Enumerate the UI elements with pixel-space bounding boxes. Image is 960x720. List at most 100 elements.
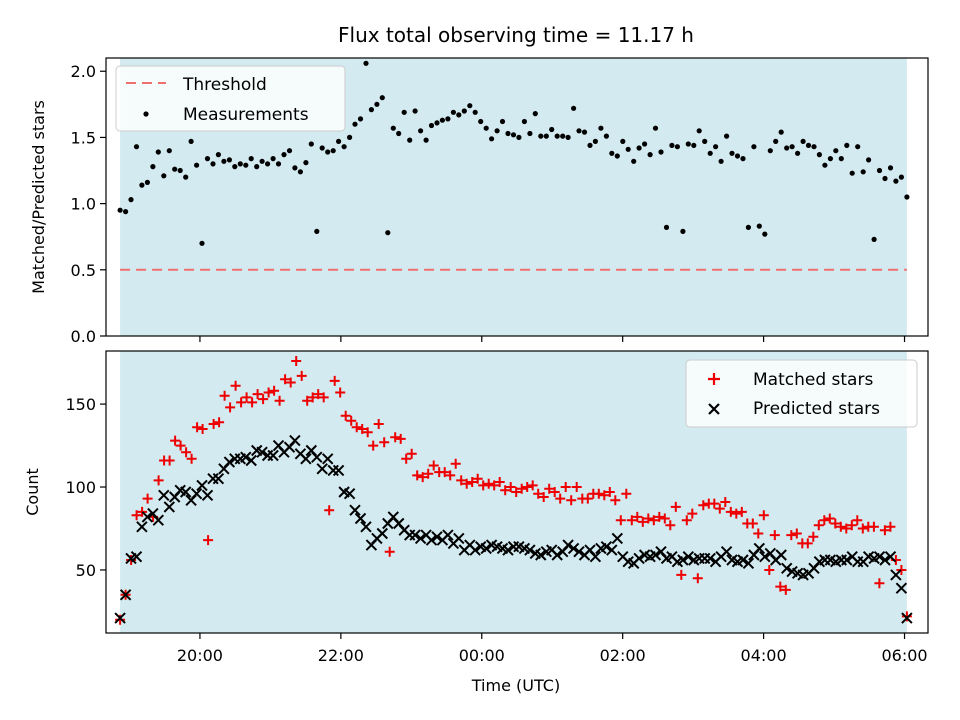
measurement-point — [139, 182, 145, 188]
predicted-star-point — [376, 527, 389, 540]
measurement-point — [784, 145, 790, 151]
matched-star-point — [582, 493, 593, 504]
matched-star-point — [170, 435, 181, 446]
measurement-point — [713, 144, 719, 150]
measurement-point — [827, 156, 834, 162]
measurement-point — [357, 116, 364, 122]
measurement-point — [571, 105, 577, 111]
matched-star-point — [736, 506, 747, 517]
measurement-point — [308, 141, 314, 147]
measurement-point — [882, 175, 888, 182]
matched-star-point — [874, 578, 885, 589]
measurement-point — [199, 240, 205, 246]
measurement-point — [816, 152, 823, 158]
measurement-point — [795, 150, 801, 156]
matched-star-point — [604, 487, 615, 497]
measurement-point — [275, 161, 282, 167]
matched-star-point — [868, 521, 879, 532]
matched-star-point — [313, 389, 324, 400]
matched-star-point — [384, 546, 395, 557]
matched-star-point — [819, 515, 830, 526]
matched-star-point — [494, 477, 505, 487]
bottom-y-ticks: 50 100 150 — [65, 395, 106, 580]
measurement-point — [603, 133, 610, 139]
measurement-point — [718, 158, 724, 164]
predicted-star-point — [502, 544, 514, 556]
measurement-point — [461, 108, 467, 114]
measurement-point — [663, 224, 670, 230]
measurement-point — [390, 125, 396, 131]
measurement-point — [751, 144, 757, 150]
matched-star-point — [445, 470, 456, 481]
matched-star-point — [274, 395, 285, 406]
measurement-point — [396, 130, 402, 137]
measurement-point — [412, 108, 418, 114]
measurement-point — [822, 162, 828, 168]
matched-star-point — [296, 370, 307, 381]
predicted-star-point — [873, 550, 886, 563]
measurement-point — [363, 60, 369, 66]
predicted-star-point — [524, 544, 536, 556]
measurement-point — [254, 164, 260, 170]
measurement-point — [565, 134, 571, 140]
predicted-star-point — [562, 539, 574, 551]
matched-star-point — [472, 473, 483, 484]
matched-star-point — [252, 389, 263, 400]
measurement-point — [898, 174, 905, 180]
predicted-star-point — [753, 542, 766, 555]
matched-star-point — [758, 510, 769, 521]
measurement-point — [773, 138, 779, 144]
matched-star-point — [813, 520, 824, 531]
measurement-point — [642, 141, 648, 147]
matched-star-point — [775, 581, 786, 592]
matched-star-point — [714, 503, 725, 514]
measurement-point — [499, 118, 506, 125]
measurement-point — [117, 207, 123, 213]
measurement-point — [554, 133, 560, 139]
matched-star-point — [511, 487, 522, 497]
predicted-star-point — [354, 512, 367, 525]
measurement-point — [625, 146, 631, 152]
matched-star-point — [467, 477, 478, 487]
measurement-point — [767, 148, 773, 154]
measurement-point — [833, 148, 839, 154]
measurement-point — [379, 95, 385, 101]
matched-star-point — [681, 515, 692, 526]
measurement-point — [161, 173, 167, 179]
measurement-point — [652, 125, 659, 131]
predicted-star-point — [409, 529, 421, 541]
matched-star-point — [753, 528, 764, 539]
measurement-point — [314, 228, 320, 234]
measurement-point — [450, 109, 456, 115]
measurement-point — [680, 228, 686, 234]
predicted-star-point — [551, 549, 563, 561]
x-tick-label: 02:00 — [600, 646, 646, 665]
predicted-star-point — [414, 532, 427, 545]
measurement-point — [467, 103, 473, 109]
legend-matched-label: Matched stars — [753, 370, 873, 390]
measurement-point — [297, 169, 303, 175]
matched-star-point — [676, 569, 687, 580]
matched-star-point — [368, 440, 379, 451]
predicted-star-point — [606, 544, 618, 556]
predicted-star-point — [179, 486, 192, 498]
matched-star-point — [192, 422, 203, 433]
top-legend-box — [115, 65, 346, 132]
measurement-point — [385, 230, 391, 236]
figure-title: Flux total observing time = 11.17 h — [338, 23, 694, 47]
measurement-point — [248, 156, 254, 162]
legend-measurements-swatch — [143, 111, 149, 117]
measurement-point — [177, 167, 183, 174]
matched-star-point — [830, 518, 841, 529]
matched-star-point — [533, 488, 544, 499]
measurement-point — [778, 129, 784, 135]
matched-star-point — [544, 483, 555, 494]
matched-star-point — [560, 482, 571, 492]
predicted-star-point — [245, 454, 257, 467]
predicted-star-point — [775, 549, 787, 561]
matched-star-point — [538, 492, 549, 502]
matched-star-point — [516, 483, 527, 494]
measurement-point — [456, 112, 462, 118]
predicted-star-point — [119, 589, 132, 601]
matched-star-point — [302, 395, 313, 406]
